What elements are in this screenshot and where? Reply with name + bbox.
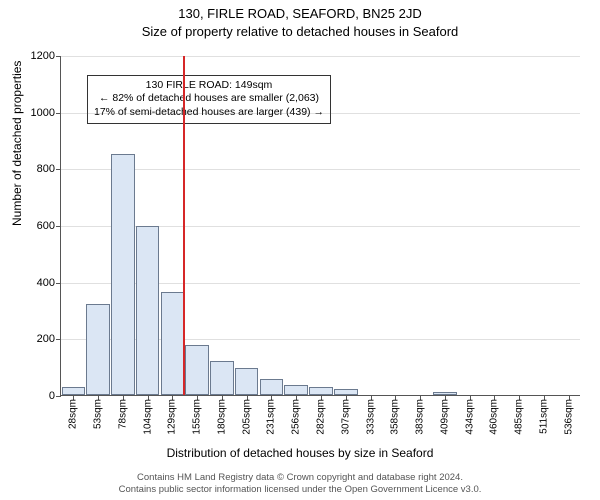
xtick-label: 78sqm bbox=[117, 399, 128, 429]
ytick-mark bbox=[56, 339, 61, 340]
ytick-mark bbox=[56, 169, 61, 170]
ytick-label: 600 bbox=[37, 220, 55, 232]
histogram-bar bbox=[260, 379, 284, 395]
xtick-label: 434sqm bbox=[464, 399, 475, 435]
ytick-mark bbox=[56, 226, 61, 227]
annotation-line1: 130 FIRLE ROAD: 149sqm bbox=[94, 79, 324, 93]
y-axis-label: Number of detached properties bbox=[10, 61, 24, 226]
chart-plot-area: 130 FIRLE ROAD: 149sqm ← 82% of detached… bbox=[60, 56, 580, 396]
xtick-label: 511sqm bbox=[538, 399, 549, 434]
x-axis-label: Distribution of detached houses by size … bbox=[0, 446, 600, 460]
ytick-mark bbox=[56, 113, 61, 114]
xtick-label: 104sqm bbox=[142, 399, 153, 435]
histogram-bar bbox=[62, 387, 86, 396]
ytick-label: 1200 bbox=[31, 50, 55, 62]
xtick-label: 536sqm bbox=[563, 399, 574, 435]
ytick-label: 400 bbox=[37, 277, 55, 289]
xtick-label: 485sqm bbox=[514, 399, 525, 435]
ytick-mark bbox=[56, 396, 61, 397]
xtick-label: 307sqm bbox=[340, 399, 351, 435]
marker-vline bbox=[183, 56, 185, 395]
chart-title: Size of property relative to detached ho… bbox=[0, 21, 600, 39]
ytick-label: 200 bbox=[37, 333, 55, 345]
footer-line1: Contains HM Land Registry data © Crown c… bbox=[0, 472, 600, 484]
histogram-bar bbox=[309, 387, 333, 396]
xtick-label: 282sqm bbox=[316, 399, 327, 435]
footer-line2: Contains public sector information licen… bbox=[0, 484, 600, 496]
ytick-mark bbox=[56, 56, 61, 57]
gridline bbox=[61, 113, 580, 114]
annotation-line2: ← 82% of detached houses are smaller (2,… bbox=[94, 92, 324, 106]
ytick-label: 0 bbox=[49, 390, 55, 402]
xtick-label: 333sqm bbox=[365, 399, 376, 435]
histogram-bar bbox=[136, 226, 160, 395]
xtick-label: 53sqm bbox=[93, 399, 104, 429]
gridline bbox=[61, 56, 580, 57]
histogram-bar bbox=[210, 361, 234, 395]
xtick-label: 129sqm bbox=[167, 399, 178, 435]
ytick-label: 800 bbox=[37, 163, 55, 175]
xtick-label: 205sqm bbox=[241, 399, 252, 435]
histogram-bar bbox=[111, 154, 135, 395]
xtick-label: 155sqm bbox=[192, 399, 203, 435]
xtick-label: 28sqm bbox=[68, 399, 79, 429]
histogram-bar bbox=[161, 292, 185, 395]
xtick-label: 383sqm bbox=[415, 399, 426, 435]
gridline bbox=[61, 169, 580, 170]
ytick-mark bbox=[56, 283, 61, 284]
xtick-label: 180sqm bbox=[216, 399, 227, 435]
histogram-bar bbox=[86, 304, 110, 395]
footer-credits: Contains HM Land Registry data © Crown c… bbox=[0, 472, 600, 496]
xtick-label: 256sqm bbox=[291, 399, 302, 435]
xtick-label: 358sqm bbox=[390, 399, 401, 435]
histogram-bar bbox=[284, 385, 308, 395]
histogram-bar bbox=[185, 345, 209, 395]
xtick-label: 231sqm bbox=[266, 399, 277, 435]
annotation-box: 130 FIRLE ROAD: 149sqm ← 82% of detached… bbox=[87, 75, 331, 124]
ytick-label: 1000 bbox=[31, 107, 55, 119]
xtick-label: 460sqm bbox=[489, 399, 500, 435]
xtick-label: 409sqm bbox=[439, 399, 450, 435]
histogram-bar bbox=[235, 368, 259, 395]
chart-supertitle: 130, FIRLE ROAD, SEAFORD, BN25 2JD bbox=[0, 0, 600, 21]
